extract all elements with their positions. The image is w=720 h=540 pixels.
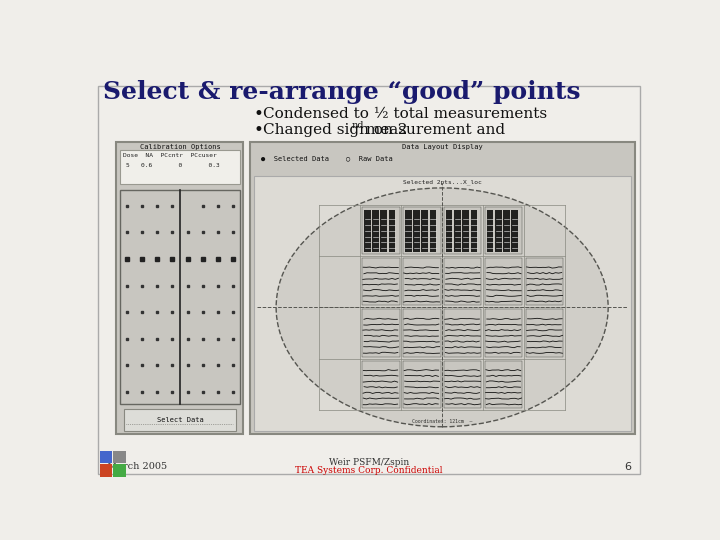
Text: Condensed to ½ total measurements: Condensed to ½ total measurements	[263, 107, 547, 121]
Text: measurement and: measurement and	[361, 123, 505, 137]
Bar	[120, 150, 240, 184]
Bar	[117, 142, 243, 434]
Text: Changed sign on 2: Changed sign on 2	[263, 123, 408, 137]
Bar	[462, 210, 469, 252]
Text: March 2005: March 2005	[107, 462, 167, 471]
Bar	[444, 361, 482, 408]
Text: Coordinates: 121cm  —: Coordinates: 121cm —	[412, 420, 472, 424]
Text: •: •	[253, 105, 264, 123]
Ellipse shape	[276, 188, 608, 427]
Text: Select & re-arrange “good” points: Select & re-arrange “good” points	[104, 80, 581, 104]
Bar	[380, 210, 387, 252]
Bar	[389, 210, 395, 252]
Bar	[113, 464, 126, 477]
Text: Select Data: Select Data	[156, 417, 203, 423]
Bar	[405, 210, 412, 252]
Bar	[362, 361, 400, 408]
Bar	[364, 210, 371, 252]
Bar	[495, 210, 502, 252]
Bar	[402, 258, 441, 305]
Text: Selected 2pts...X_loc: Selected 2pts...X_loc	[402, 179, 482, 185]
Bar	[99, 450, 112, 463]
Bar	[444, 207, 482, 254]
Bar	[526, 309, 563, 356]
Text: TEA Systems Corp. Confidential: TEA Systems Corp. Confidential	[295, 466, 443, 475]
Text: 6: 6	[624, 462, 631, 472]
Bar	[402, 361, 441, 408]
Bar	[402, 207, 441, 254]
Bar	[503, 210, 510, 252]
Bar	[120, 190, 240, 403]
Text: Dose  NA  PCcntr  PCcuser: Dose NA PCcntr PCcuser	[122, 153, 216, 158]
Bar	[430, 210, 436, 252]
Text: •: •	[253, 122, 264, 139]
Bar	[113, 450, 126, 463]
Bar	[124, 409, 235, 430]
Bar	[511, 210, 518, 252]
Bar	[471, 210, 477, 252]
Text: nd: nd	[352, 121, 364, 130]
Bar	[485, 207, 523, 254]
Bar	[253, 177, 631, 430]
Bar	[250, 142, 634, 434]
Bar	[446, 210, 452, 252]
Bar	[454, 210, 461, 252]
Bar	[485, 258, 523, 305]
Bar	[413, 210, 420, 252]
Text: 5   0.6       0       0.3: 5 0.6 0 0.3	[126, 164, 220, 168]
Bar	[485, 361, 523, 408]
Text: Data Layout Display: Data Layout Display	[402, 144, 482, 150]
Bar	[99, 464, 112, 477]
Bar	[362, 258, 400, 305]
Bar	[444, 309, 482, 356]
Bar	[487, 210, 493, 252]
Bar	[526, 258, 563, 305]
Text: Calibration Options: Calibration Options	[140, 144, 220, 150]
Bar	[362, 207, 400, 254]
Bar	[444, 258, 482, 305]
Bar	[485, 309, 523, 356]
Bar	[421, 210, 428, 252]
Bar	[402, 309, 441, 356]
Text: ●  Selected Data    ○  Raw Data: ● Selected Data ○ Raw Data	[261, 156, 393, 162]
Bar	[362, 309, 400, 356]
Bar	[372, 210, 379, 252]
Text: Weir PSFM/Zspin: Weir PSFM/Zspin	[329, 457, 409, 467]
